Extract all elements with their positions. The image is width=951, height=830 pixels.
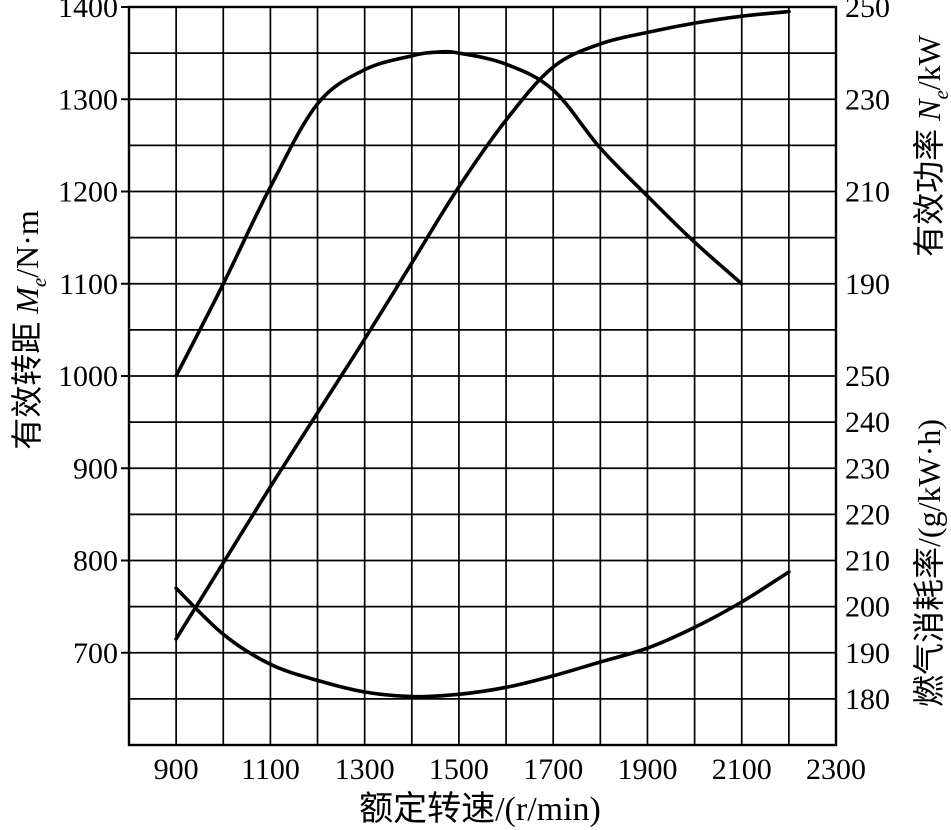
- right-lower-axis-tick-label: 220: [845, 498, 890, 531]
- left-axis-tick-label: 1100: [59, 268, 118, 301]
- right-upper-axis-tick-label: 210: [845, 176, 890, 209]
- right-lower-axis-title: 燃气消耗率/(g/kW·h): [911, 419, 947, 707]
- left-axis-tick-label: 800: [73, 545, 118, 578]
- right-upper-axis-tick-label: 190: [845, 268, 890, 301]
- right-lower-axis-tick-label: 190: [845, 637, 890, 670]
- x-axis-tick-label: 1100: [241, 753, 300, 786]
- axis-label-segment: e: [27, 278, 51, 287]
- left-axis-tick-label: 1200: [58, 176, 118, 209]
- right-lower-axis-tick-label: 210: [845, 545, 890, 578]
- right-lower-axis-tick-label: 230: [845, 452, 890, 485]
- left-axis-tick-label: 1000: [58, 360, 118, 393]
- left-axis-tick-label: 1400: [58, 0, 118, 24]
- x-axis-tick-label: 1300: [335, 753, 395, 786]
- axis-label-segment: 有效转距: [9, 314, 45, 450]
- axis-label-segment: 燃气消耗率/(g/kW·h): [911, 419, 947, 707]
- right-upper-axis-tick-label: 230: [845, 83, 890, 116]
- left-axis-tick-label: 900: [73, 452, 118, 485]
- x-axis-tick-label: 900: [154, 753, 199, 786]
- right-lower-axis-tick-label: 240: [845, 406, 890, 439]
- axis-label-segment: M: [9, 285, 45, 315]
- left-axis-tick-label: 1300: [58, 83, 118, 116]
- x-axis-tick-label: 1700: [523, 753, 583, 786]
- axis-label-segment: N: [911, 98, 947, 122]
- right-lower-axis-tick-label: 200: [845, 591, 890, 624]
- left-axis-title: 有效转距 Me/N·m: [9, 210, 51, 450]
- right-lower-axis-tick-label: 180: [845, 683, 890, 716]
- right-lower-axis-tick-label: 250: [845, 360, 890, 393]
- x-axis-title: 额定转速/(r/min): [359, 790, 601, 828]
- axis-label-segment: 额定转速/(r/min): [359, 790, 601, 828]
- torque-Me-curve: [174, 49, 744, 378]
- axis-label-segment: e: [929, 90, 951, 99]
- x-axis-tick-label: 2300: [806, 753, 866, 786]
- right-upper-axis-tick-label: 250: [845, 0, 890, 24]
- left-axis-tick-label: 700: [73, 637, 118, 670]
- fuel-consumption-curve: [174, 570, 791, 699]
- x-axis-tick-label: 1900: [617, 753, 677, 786]
- grid-lines: [128, 6, 837, 746]
- left-axis-ticks: [121, 6, 129, 654]
- axis-label-segment: /N·m: [9, 210, 45, 278]
- power-Ne-curve: [174, 9, 791, 641]
- x-axis-tick-label: 2100: [712, 753, 772, 786]
- x-axis-tick-label: 1500: [429, 753, 489, 786]
- right-upper-axis-title: 有效功率 Ne/kW: [911, 34, 951, 257]
- axis-label-segment: /kW: [911, 34, 947, 90]
- axis-label-segment: 有效功率: [911, 121, 947, 257]
